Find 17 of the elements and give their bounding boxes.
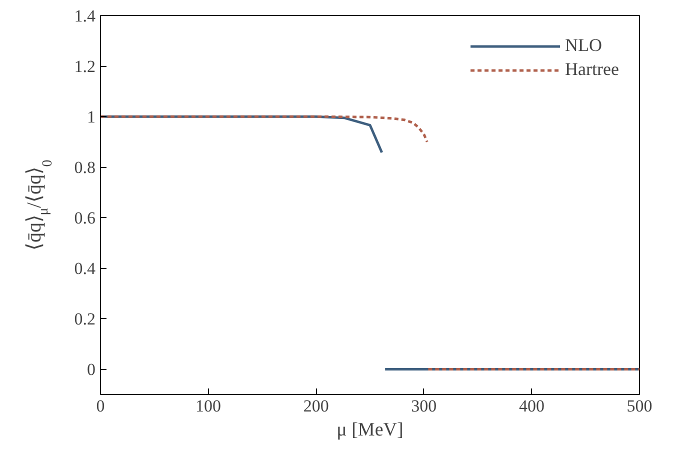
x-tick-label: 100	[196, 396, 222, 416]
y-tick-label: 0.2	[74, 310, 96, 329]
x-tick-label: 400	[518, 396, 544, 416]
x-tick-label: 300	[411, 396, 437, 416]
x-tick-label: 500	[626, 396, 652, 416]
y-tick-label: 1.2	[74, 57, 96, 76]
y-tick-label: 0.4	[74, 259, 96, 278]
y-axis-title: ⟨q̄q⟩μ/⟨q̄q⟩0	[24, 160, 56, 250]
y-tick-label: 0.8	[74, 158, 96, 178]
legend-label: NLO	[565, 35, 602, 56]
y-tick-label: 0	[87, 360, 96, 380]
y-tick-label: 0.6	[74, 208, 96, 228]
y-tick-label: 1.4	[74, 6, 96, 26]
x-tick-label: 200	[303, 396, 329, 416]
y-tick-label: 1	[87, 108, 96, 127]
x-axis-title: μ [MeV]	[336, 420, 404, 440]
legend-label: Hartree	[565, 59, 619, 80]
